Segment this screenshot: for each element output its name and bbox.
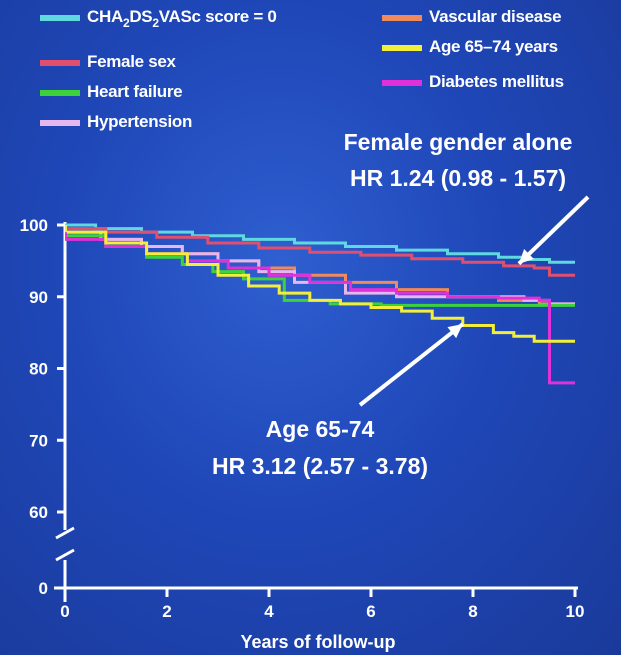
y-ticks: 0 60 70 80 90 100 <box>20 216 65 598</box>
legend-label: CHA2DS2VASc score = 0 <box>87 7 277 30</box>
annotation-text: Female gender alone <box>344 129 573 155</box>
legend-label-part: CHA <box>87 7 123 26</box>
annotation-arrow-head <box>447 324 463 339</box>
y-axis-break-mark-top <box>55 526 75 540</box>
legend-label-part: Female sex <box>87 52 177 71</box>
legend-swatch <box>40 60 80 66</box>
x-ticks: 0 2 4 6 8 10 <box>60 588 584 621</box>
x-tick-label: 10 <box>566 602 585 621</box>
legend-label: Heart failure <box>87 82 182 101</box>
y-tick-label: 80 <box>29 360 48 379</box>
legend-label: Female sex <box>87 52 177 71</box>
x-tick-label: 4 <box>264 602 274 621</box>
legend-swatch <box>382 45 422 51</box>
annotation-arrow-head <box>518 248 534 264</box>
axes: 0 60 70 80 90 100 0 2 4 6 8 10 Years of follow-up <box>20 216 585 652</box>
legend-label: Hypertension <box>87 112 192 131</box>
survival-curves <box>65 223 575 385</box>
legend-label: Diabetes mellitus <box>429 72 564 91</box>
legend-label-part: Diabetes mellitus <box>429 72 564 91</box>
legend-label-part: Age 65–74 years <box>429 37 558 56</box>
annotation-female_annot: Female gender alone HR 1.24 (0.98 - 1.57) <box>344 129 590 266</box>
legend-label: Age 65–74 years <box>429 37 558 56</box>
annotation-text: HR 3.12 (2.57 - 3.78) <box>212 453 428 479</box>
series-line-female <box>65 227 575 277</box>
legend-item-age6574: Age 65–74 years <box>382 37 558 56</box>
legend-label-part: Heart failure <box>87 82 182 101</box>
annotation-text: Age 65-74 <box>266 416 375 442</box>
x-tick-label: 8 <box>468 602 477 621</box>
y-axis-break-mark-bottom <box>55 548 75 562</box>
legend-item-cha2ds2vasc0: CHA2DS2VASc score = 0 <box>40 7 277 30</box>
y-tick-label: 60 <box>29 503 48 522</box>
x-axis-title: Years of follow-up <box>240 632 395 652</box>
y-tick-label: 90 <box>29 288 48 307</box>
legend-item-hypertension: Hypertension <box>40 112 192 131</box>
y-tick-label: 100 <box>20 216 48 235</box>
y-tick-label: 0 <box>39 579 48 598</box>
annotation-text: HR 1.24 (0.98 - 1.57) <box>350 165 566 191</box>
legend-swatch <box>382 15 422 21</box>
legend-label-subscript: 2 <box>123 16 130 30</box>
legend-item-diabetes: Diabetes mellitus <box>382 72 564 91</box>
legend-label: Vascular disease <box>429 7 561 26</box>
x-tick-label: 0 <box>60 602 69 621</box>
legend-swatch <box>40 15 80 21</box>
x-tick-label: 2 <box>162 602 171 621</box>
legend-swatch <box>40 90 80 96</box>
legend-label-part: VASc score = 0 <box>159 7 277 26</box>
legend-swatch <box>382 80 422 86</box>
legend-label-subscript: 2 <box>152 16 159 30</box>
legend-item-vascular: Vascular disease <box>382 7 562 26</box>
annotation-age_annot: Age 65-74 HR 3.12 (2.57 - 3.78) <box>212 322 465 479</box>
y-tick-label: 70 <box>29 431 48 450</box>
annotations: Female gender alone HR 1.24 (0.98 - 1.57)… <box>212 129 590 479</box>
legend-label-part: Hypertension <box>87 112 192 131</box>
legend-swatch <box>40 120 80 126</box>
legend-item-female: Female sex <box>40 52 177 71</box>
legend-label-part: DS <box>129 7 152 26</box>
legend-item-heartfailure: Heart failure <box>40 82 183 101</box>
annotation-arrow-shaft <box>517 195 590 266</box>
x-tick-label: 6 <box>366 602 375 621</box>
legend-label-part: Vascular disease <box>429 7 561 26</box>
series-line-age6574 <box>65 230 575 343</box>
annotation-arrow-shaft <box>358 322 465 407</box>
